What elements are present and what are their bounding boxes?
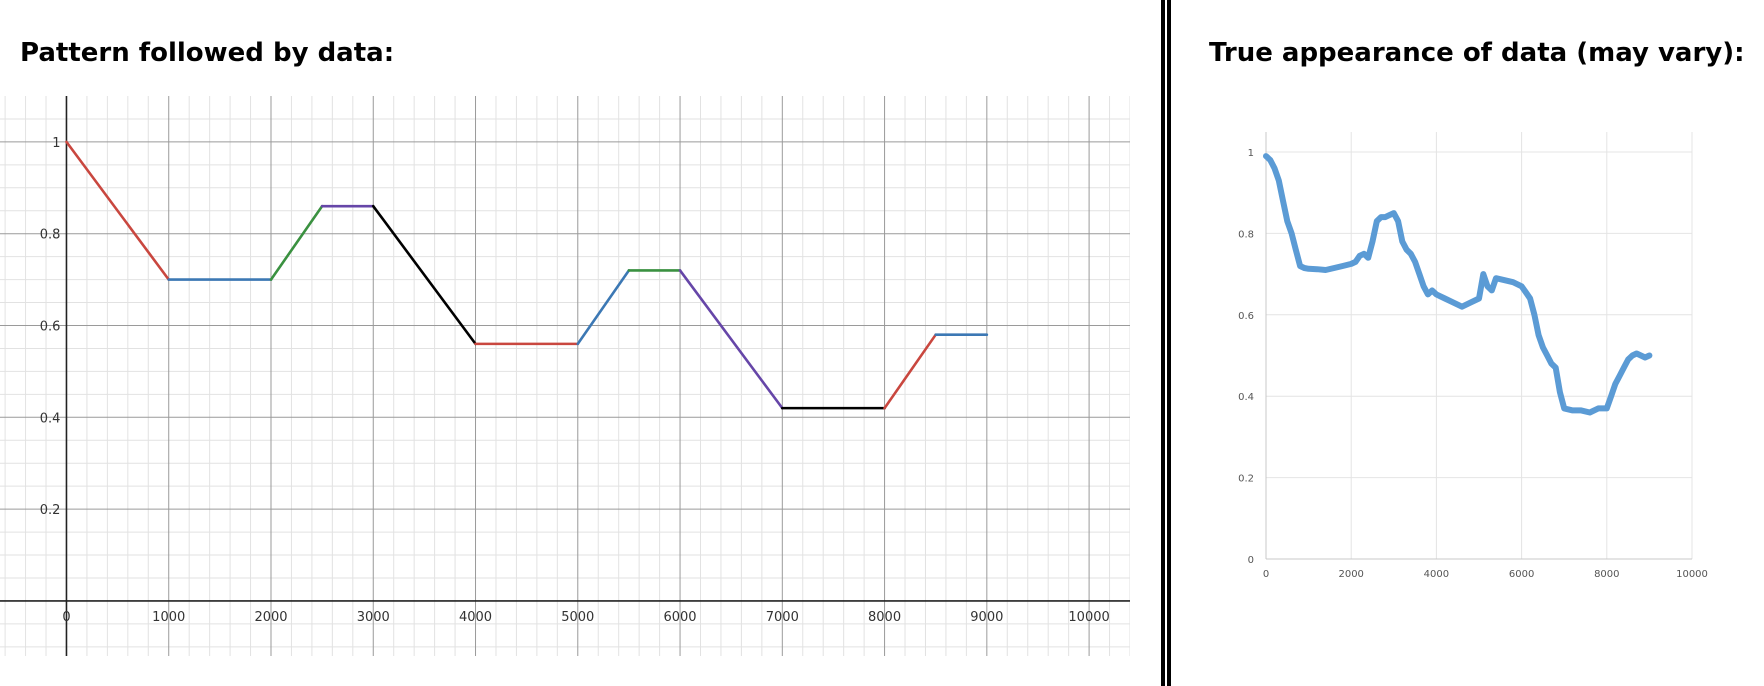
true-x-tick-label: 4000 <box>1424 569 1449 580</box>
true-data-grid <box>1265 132 1693 560</box>
y-tick-label: 1 <box>52 136 60 151</box>
pattern-segment <box>883 333 938 410</box>
pattern-chart: 0 1000 2000 3000 4000 5000 6000 7000 8000 9000 100… <box>0 96 1130 656</box>
x-tick-label: 5000 <box>561 610 594 625</box>
true-x-tick-label: 8000 <box>1594 569 1619 580</box>
x-tick-label: 9000 <box>970 610 1003 625</box>
x-tick-label: 10000 <box>1068 610 1109 625</box>
true-x-tick-label: 10000 <box>1676 569 1708 580</box>
true-y-tick-label: 0 <box>1248 555 1254 566</box>
x-tick-label: 3000 <box>357 610 390 625</box>
pattern-segment <box>65 140 171 281</box>
y-tick-label: 0.8 <box>40 228 61 243</box>
pattern-segment <box>678 269 784 410</box>
true-x-tick-label: 6000 <box>1509 569 1534 580</box>
true-x-tick-label: 0 <box>1263 569 1269 580</box>
true-y-tick-label: 0.2 <box>1238 474 1254 485</box>
true-y-tick-label: 1 <box>1248 148 1254 159</box>
x-tick-label: 7000 <box>766 610 799 625</box>
left-chart-title: Pattern followed by data: <box>20 38 395 68</box>
x-tick-label: 4000 <box>459 610 492 625</box>
pattern-segment <box>576 269 631 346</box>
y-tick-label: 0.6 <box>40 320 61 335</box>
true-x-tick-label: 2000 <box>1338 569 1363 580</box>
true-y-tick-label: 0.6 <box>1238 311 1254 322</box>
pattern-segment <box>371 204 477 346</box>
pattern-segment <box>269 204 324 281</box>
x-tick-label: 8000 <box>868 610 901 625</box>
right-chart-title: True appearance of data (may vary): <box>1209 38 1745 68</box>
x-tick-label: 6000 <box>663 610 696 625</box>
pattern-grid <box>0 96 1130 656</box>
true-y-tick-label: 0.8 <box>1238 229 1254 240</box>
y-tick-label: 0.2 <box>40 503 61 518</box>
x-tick-label: 2000 <box>254 610 287 625</box>
y-tick-label: 0.4 <box>40 411 61 426</box>
x-tick-label: 1000 <box>152 610 185 625</box>
panel-divider <box>1161 0 1171 686</box>
true-data-series-line <box>1263 153 1653 416</box>
true-y-tick-label: 0.4 <box>1238 392 1254 403</box>
x-tick-label: 0 <box>62 610 70 625</box>
